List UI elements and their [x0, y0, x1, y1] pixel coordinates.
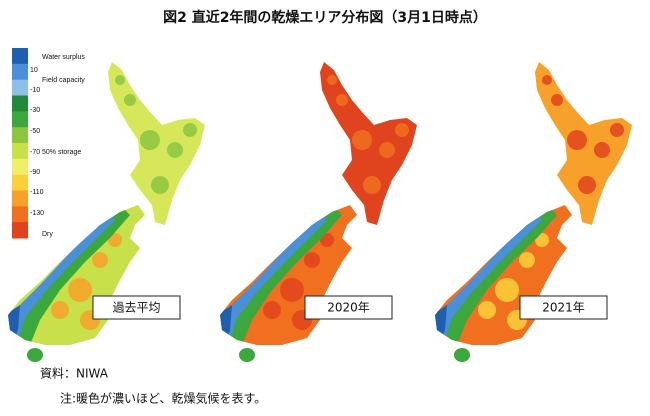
map-patch	[124, 94, 136, 106]
map-texture	[327, 75, 409, 194]
map-patch	[68, 278, 92, 302]
map-patch	[108, 233, 122, 247]
legend-tick: -10	[30, 87, 40, 94]
wet-band	[220, 205, 342, 345]
label-box	[304, 295, 393, 320]
legend-swatch	[12, 79, 28, 96]
legend-swatch	[12, 111, 28, 128]
legend-swatch	[12, 158, 28, 176]
legend: 10 -10 -30 -50 -70 -90 -110 -130 Water surplus Fi…	[12, 48, 85, 239]
legend-swatch	[12, 63, 28, 81]
map-patch	[542, 75, 552, 85]
stewart-island	[454, 348, 470, 362]
map-patch	[183, 123, 197, 137]
legend-swatch	[12, 206, 28, 223]
legend-tick: -50	[30, 128, 40, 135]
map-patch	[115, 75, 125, 85]
map-patch	[304, 252, 320, 268]
maps: 過去平均 2020年 2021年	[8, 62, 632, 362]
map-patch	[263, 301, 281, 319]
legend-swatch	[12, 174, 28, 191]
legend-swatch	[12, 190, 28, 207]
map-patch	[535, 233, 549, 247]
map-patch	[578, 176, 596, 194]
legend-swatch	[12, 48, 28, 65]
map-patch	[594, 142, 610, 158]
map-label: 2020年	[327, 301, 370, 315]
map-patch	[478, 301, 496, 319]
legend-swatch	[12, 95, 28, 112]
legend-label: Water surplus	[42, 54, 85, 61]
nz-map: 2020年	[220, 62, 417, 362]
map-patch	[280, 278, 304, 302]
map-patch	[610, 123, 624, 137]
map-label: 過去平均	[112, 301, 160, 315]
legend-swatch	[12, 222, 28, 239]
map-patch	[336, 94, 348, 106]
map-patch	[92, 252, 108, 268]
legend-tick: -90	[30, 169, 40, 176]
map-texture	[542, 75, 624, 194]
map-patch	[551, 94, 563, 106]
map-patch	[363, 176, 381, 194]
map-patch	[352, 130, 372, 150]
map-patch	[495, 278, 519, 302]
map-patch	[167, 142, 183, 158]
stewart-island	[27, 348, 43, 362]
wet-band	[435, 305, 447, 345]
map-patch	[395, 123, 409, 137]
legend-label: Field capacity	[42, 77, 85, 84]
wet-band	[8, 305, 20, 345]
nz-map: 2021年	[435, 62, 632, 362]
map-patch	[320, 233, 334, 247]
wet-band	[220, 212, 327, 345]
wet-band	[8, 212, 115, 345]
title: 図2 直近2年間の乾燥エリア分布図（3月1日時点）	[163, 9, 487, 26]
legend-swatch	[12, 143, 28, 160]
wet-band	[435, 212, 542, 345]
map-patch	[379, 142, 395, 158]
legend-tick: -30	[30, 107, 40, 114]
map-patch	[567, 130, 587, 150]
wet-band	[8, 205, 130, 345]
legend-tick: -130	[30, 210, 44, 217]
nz-map: 過去平均	[8, 62, 205, 362]
wet-band	[220, 305, 232, 345]
legend-label: Dry	[42, 231, 53, 238]
label-box	[519, 295, 608, 320]
map-patch	[519, 252, 535, 268]
map-patch	[151, 176, 169, 194]
legend-tick: -110	[30, 189, 44, 196]
legend-tick: -70	[30, 149, 40, 156]
note: 注:暖色が濃いほど、乾燥気候を表す。	[60, 391, 266, 406]
map-texture	[115, 75, 197, 194]
map-patch	[140, 130, 160, 150]
label-box	[92, 295, 181, 320]
legend-label: 50% storage	[42, 149, 81, 156]
stewart-island	[239, 348, 255, 362]
map-patch	[327, 75, 337, 85]
legend-tick: 10	[30, 67, 38, 74]
wet-band	[435, 205, 557, 345]
map-label: 2021年	[542, 301, 585, 315]
source: 資料：NIWA	[40, 367, 109, 381]
map-patch	[51, 301, 69, 319]
legend-swatch	[12, 127, 28, 144]
